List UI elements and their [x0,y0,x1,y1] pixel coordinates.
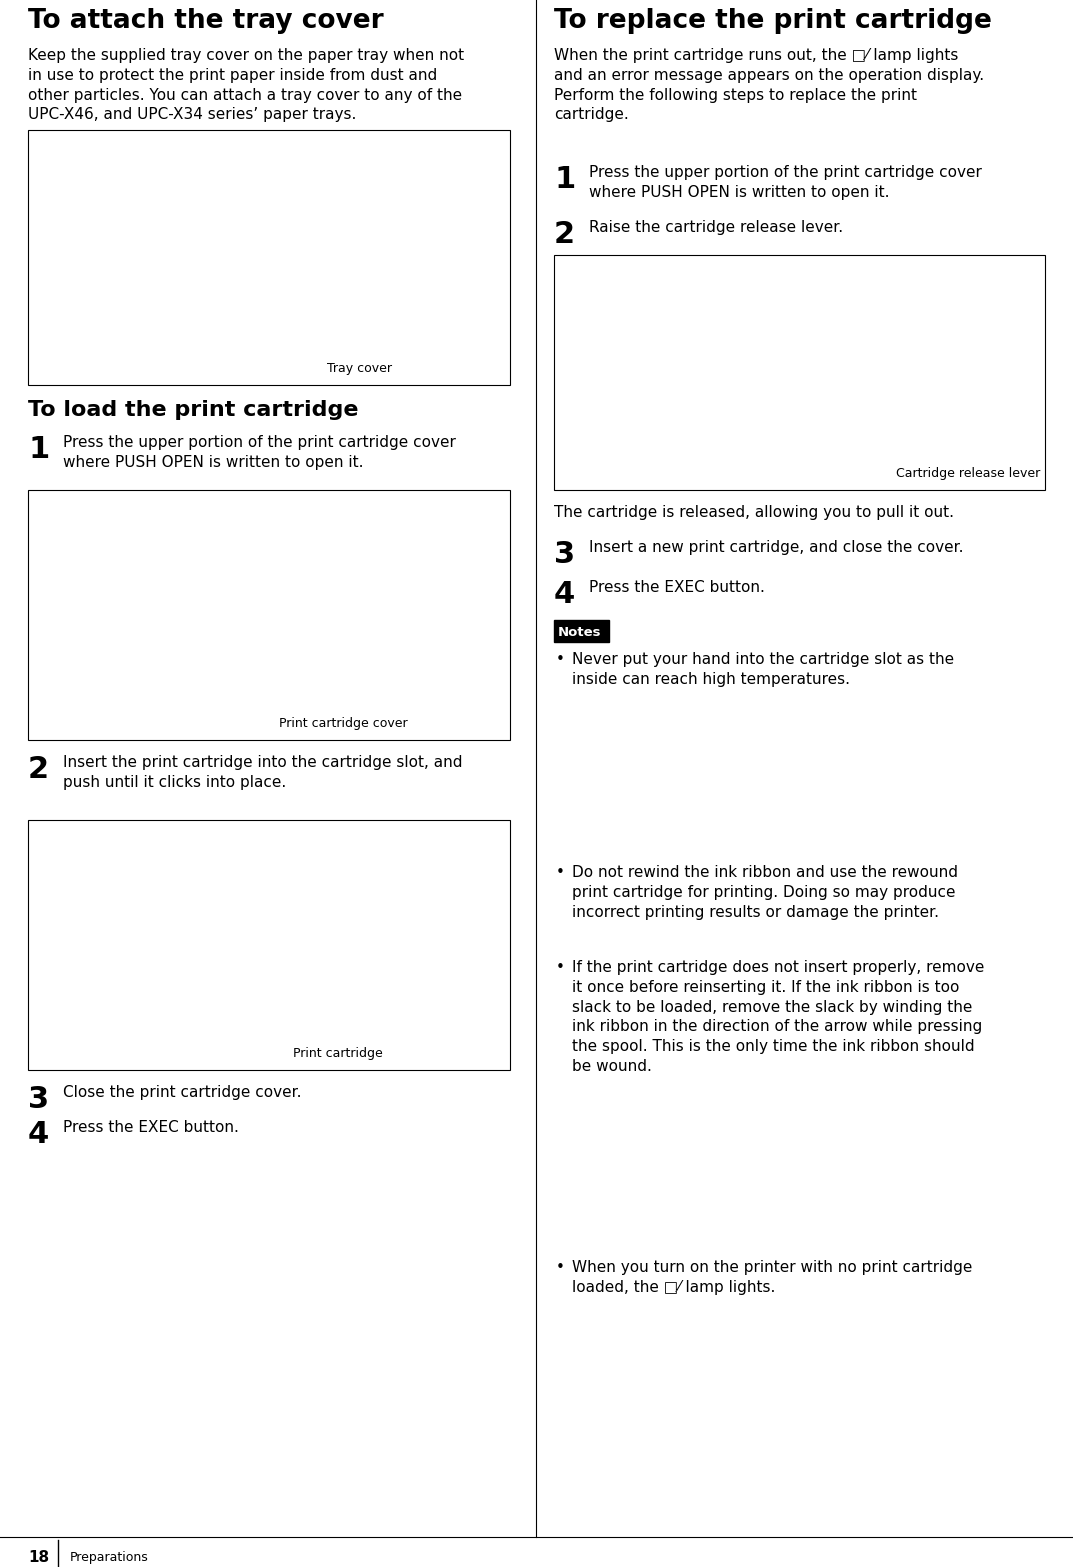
Bar [554,255,1045,490]
Text: 1: 1 [554,165,575,194]
Text: Do not rewind the ink ribbon and use the rewound
print cartridge for printing. D: Do not rewind the ink ribbon and use the… [572,865,958,920]
Text: Keep the supplied tray cover on the paper tray when not
in use to protect the pr: Keep the supplied tray cover on the pape… [28,49,465,122]
Text: Print cartridge: Print cartridge [293,1047,383,1059]
Bar [554,621,609,642]
Text: Press the EXEC button.: Press the EXEC button. [589,580,765,595]
Text: 3: 3 [28,1084,49,1114]
Text: Tray cover: Tray cover [327,362,392,375]
Text: To load the print cartridge: To load the print cartridge [28,400,358,420]
Text: Insert a new print cartridge, and close the cover.: Insert a new print cartridge, and close … [589,541,964,555]
Bar [28,130,510,385]
Text: •: • [556,961,564,975]
Text: If the print cartridge does not insert properly, remove
it once before reinserti: If the print cartridge does not insert p… [572,961,984,1073]
Text: When the print cartridge runs out, the □⁄ lamp lights
and an error message appea: When the print cartridge runs out, the □… [554,49,984,122]
Text: •: • [556,1260,564,1276]
Text: 2: 2 [554,219,575,249]
Text: Notes: Notes [558,627,602,639]
Text: Insert the print cartridge into the cartridge slot, and
push until it clicks int: Insert the print cartridge into the cart… [63,755,462,790]
Bar [28,490,510,740]
Text: •: • [556,652,564,668]
Text: 1: 1 [28,436,49,464]
Text: 2: 2 [28,755,49,784]
Text: The cartridge is released, allowing you to pull it out.: The cartridge is released, allowing you … [554,505,954,520]
Text: 4: 4 [28,1120,49,1149]
Text: To replace the print cartridge: To replace the print cartridge [554,8,991,34]
Text: Close the print cartridge cover.: Close the print cartridge cover. [63,1084,302,1100]
Text: Press the EXEC button.: Press the EXEC button. [63,1120,239,1135]
Text: Preparations: Preparations [70,1550,149,1564]
Text: 4: 4 [554,580,575,610]
Text: 18: 18 [28,1550,49,1564]
Text: To attach the tray cover: To attach the tray cover [28,8,384,34]
Text: Cartridge release lever: Cartridge release lever [896,467,1040,480]
Text: Press the upper portion of the print cartridge cover
where PUSH OPEN is written : Press the upper portion of the print car… [589,165,982,201]
Text: 3: 3 [554,541,575,569]
Text: Press the upper portion of the print cartridge cover
where PUSH OPEN is written : Press the upper portion of the print car… [63,436,456,470]
Text: Raise the cartridge release lever.: Raise the cartridge release lever. [589,219,843,235]
Text: Never put your hand into the cartridge slot as the
inside can reach high tempera: Never put your hand into the cartridge s… [572,652,954,686]
Text: Print cartridge cover: Print cartridge cover [279,718,408,730]
Bar [28,820,510,1070]
Text: •: • [556,865,564,881]
Text: When you turn on the printer with no print cartridge
loaded, the □⁄ lamp lights.: When you turn on the printer with no pri… [572,1260,972,1294]
